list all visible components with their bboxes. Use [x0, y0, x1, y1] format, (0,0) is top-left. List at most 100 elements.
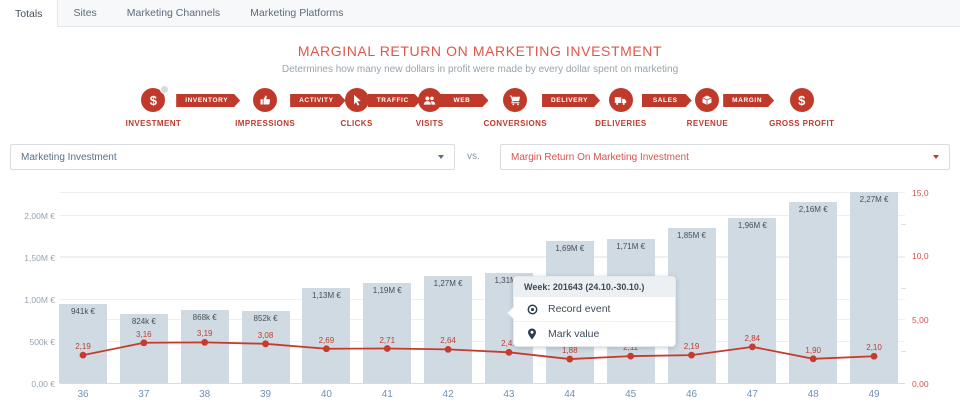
funnel-stage-label: DELIVERIES [595, 119, 647, 128]
tab-sites[interactable]: Sites [73, 7, 97, 19]
tab-bar: Totals Sites Marketing Channels Marketin… [0, 0, 960, 27]
bar-week-37[interactable]: 824k € [119, 313, 168, 383]
mark-value-menu-item[interactable]: Mark value [514, 321, 675, 346]
chevron-down-icon [933, 155, 939, 159]
left-axis-tick-label: 1,50M € [24, 252, 55, 263]
bar-week-41[interactable]: 1,19M € [363, 283, 412, 383]
record-event-menu-item[interactable]: Record event [514, 297, 675, 321]
users-icon[interactable] [417, 88, 442, 112]
x-axis-week-label: 37 [138, 389, 150, 400]
funnel-stage-conversions: CONVERSIONS [483, 88, 547, 128]
x-axis-week-label: 42 [442, 389, 454, 400]
x-axis-week-label: 48 [807, 389, 819, 400]
bar-week-48[interactable]: 2,16M € [789, 201, 838, 383]
tooltip-week-title: Week: 201643 (24.10.-30.10.) [514, 277, 675, 297]
record-event-icon [526, 303, 538, 315]
x-axis-week-label: 39 [259, 389, 272, 400]
gridline [60, 215, 905, 216]
bar-value-label: 2,27M € [859, 195, 889, 205]
gridline [60, 192, 905, 194]
funnel-stage-clicks: CLICKS [341, 88, 373, 128]
left-axis-tick-label: 2,00M € [24, 210, 55, 221]
mark-value-icon [526, 328, 538, 340]
funnel-banner-margin: MARGIN [723, 94, 774, 107]
line-value-label: 2,19 [75, 342, 91, 352]
funnel-stage-label: CONVERSIONS [483, 119, 548, 128]
bar-value-label: 1,13M € [311, 291, 341, 301]
left-axis-tick-label: 500k € [29, 336, 55, 347]
bar-value-label: 1,31M € [494, 275, 524, 285]
box-icon[interactable] [695, 88, 720, 112]
bar-value-label: 1,96M € [737, 221, 767, 231]
funnel-stage-gross-profit: $ GROSS PROFIT [769, 88, 834, 128]
bar-week-38[interactable]: 868k € [180, 310, 229, 383]
chart-context-tooltip: Week: 201643 (24.10.-30.10.) Record even… [508, 276, 676, 347]
bar-value-label: 1,27M € [433, 279, 463, 289]
line-value-label: 2,69 [318, 335, 335, 345]
right-axis-minor-tick [901, 351, 906, 353]
dollar-icon[interactable]: $ [789, 88, 814, 112]
bar-value-label: 868k € [192, 313, 217, 323]
dollar-icon[interactable]: $ [141, 85, 170, 112]
gridline [60, 299, 905, 300]
bar-week-42[interactable]: 1,27M € [424, 276, 473, 383]
x-axis-week-label: 46 [685, 389, 698, 400]
line-value-label: 3,16 [136, 329, 152, 339]
cart-icon[interactable] [503, 88, 528, 112]
x-axis-week-label: 44 [564, 389, 576, 400]
right-metric-value: Margin Return On Marketing Investment [511, 151, 689, 163]
funnel-banner-inventory: INVENTORY [176, 94, 240, 107]
x-axis-week-label: 43 [503, 389, 515, 400]
right-axis-tick-label: 5,00 [912, 314, 929, 325]
bar-value-label: 1,69M € [555, 244, 585, 254]
line-value-label: 2,19 [683, 342, 700, 352]
right-axis-minor-tick [901, 223, 906, 225]
right-axis-tick-label: 0,00 [912, 378, 929, 389]
line-value-label: 3,08 [257, 330, 274, 340]
line-value-label: 1,90 [805, 345, 821, 355]
truck-icon[interactable] [608, 88, 633, 112]
mark-value-label: Mark value [548, 328, 600, 340]
funnel-stage-visits: VISITS [416, 88, 444, 128]
funnel-stage-revenue: REVENUE [687, 88, 728, 128]
left-axis-tick-label: 0,00 € [31, 378, 55, 389]
funnel-stage-impressions: IMPRESSIONS [235, 88, 295, 128]
gridline [60, 319, 905, 321]
x-axis-week-label: 36 [77, 389, 89, 400]
x-axis-week-label: 45 [625, 389, 637, 400]
right-metric-select[interactable]: Margin Return On Marketing Investment [500, 144, 950, 170]
tab-marketing-channels[interactable]: Marketing Channels [126, 7, 221, 19]
bar-value-label: 1,19M € [372, 286, 402, 296]
vs-label: vs. [467, 151, 480, 162]
funnel-stage-deliveries: DELIVERIES [595, 88, 647, 128]
thumb-up-icon[interactable] [253, 88, 278, 112]
left-axis-tick-label: 1,00M € [24, 294, 55, 305]
info-badge-icon [160, 85, 170, 94]
bar-week-49[interactable]: 2,27M € [850, 192, 899, 383]
funnel-stage-label: IMPRESSIONS [235, 119, 296, 128]
tooltip-pointer [508, 307, 514, 319]
cursor-click-icon[interactable] [344, 88, 369, 112]
tab-totals[interactable]: Totals [0, 0, 59, 27]
x-axis-week-label: 49 [868, 389, 880, 400]
funnel-banner-web: WEB [438, 94, 488, 107]
right-axis-tick-label: 15,0 [912, 187, 929, 198]
funnel-stage-label: INVESTMENT [125, 119, 182, 128]
bar-week-47[interactable]: 1,96M € [728, 218, 777, 383]
tab-marketing-platforms[interactable]: Marketing Platforms [250, 7, 344, 19]
funnel-banner-traffic: TRAFFIC [368, 94, 421, 107]
bar-week-40[interactable]: 1,13M € [302, 288, 351, 383]
funnel-stage-label: CLICKS [340, 119, 373, 128]
left-metric-value: Marketing Investment [21, 151, 117, 163]
gridline [60, 255, 905, 257]
bar-value-label: 1,71M € [616, 242, 646, 252]
line-value-label: 2,10 [866, 343, 882, 353]
right-axis-tick-label: 10,0 [912, 251, 929, 262]
page-subtitle: Determines how many new dollars in profi… [281, 64, 679, 75]
bar-week-39[interactable]: 852k € [241, 311, 290, 383]
line-value-label: 2,64 [440, 336, 456, 346]
line-value-label: 1,88 [562, 346, 578, 356]
chevron-down-icon [438, 155, 444, 159]
left-metric-select[interactable]: Marketing Investment [10, 144, 455, 170]
funnel-row: $ INVESTMENT INVENTORY IMPRESSIONS ACTIVITY C… [0, 85, 960, 128]
